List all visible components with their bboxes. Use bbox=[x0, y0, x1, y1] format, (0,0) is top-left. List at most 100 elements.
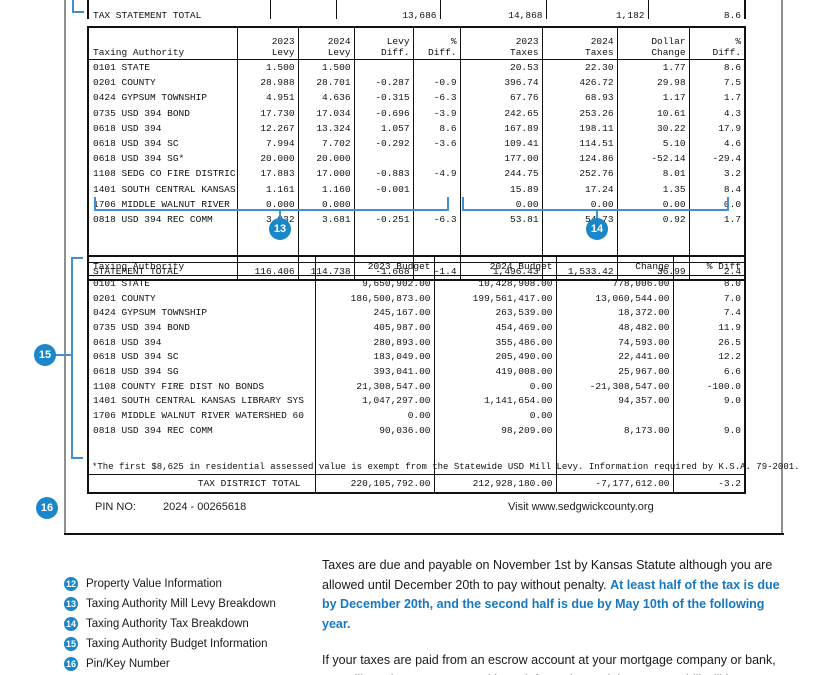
table-row: 0618 USD 394 SG 393,041.00 419,008.00 25,96… bbox=[87, 364, 746, 379]
value-cell: 1.17 bbox=[616, 90, 690, 106]
value-cell: 20.53 bbox=[459, 59, 543, 76]
value-cell: 109.41 bbox=[459, 135, 543, 152]
pin-number: 2024 - 00265618 bbox=[163, 501, 247, 513]
value-cell: 4.636 bbox=[297, 90, 355, 106]
value-cell: 1,047,297.00 bbox=[314, 393, 435, 409]
payment-info-paragraphs: Taxes are due and payable on November 1s… bbox=[322, 556, 794, 675]
table-row: 0618 USD 394 SG* 20.000 20.000 177.00 124.86… bbox=[87, 151, 746, 167]
value-cell: 11.9 bbox=[672, 320, 746, 335]
value-cell: 8.0 bbox=[672, 275, 746, 291]
callout-15-bracket-bottom-hook bbox=[71, 457, 83, 459]
tax-statement-total-table: TAX STATEMENT TOTAL 13,686 14,868 1,182 8.6 bbox=[87, 0, 748, 19]
value-cell: 17.883 bbox=[236, 166, 299, 182]
value-cell: 18,372.00 bbox=[555, 305, 674, 321]
table-row: 0618 USD 394 SC 7.994 7.702 -0.292 -3.6 109.4… bbox=[87, 135, 746, 152]
value-cell: 98,209.00 bbox=[433, 422, 557, 438]
callout-14-bracket bbox=[462, 209, 729, 211]
value-cell: 20.000 bbox=[297, 151, 355, 167]
total-row: TAX DISTRICT TOTAL 220,105,792.00 212,928,… bbox=[87, 473, 746, 493]
value-cell: 74,593.00 bbox=[555, 334, 674, 350]
value-cell bbox=[412, 151, 461, 167]
value-cell: 0.0 bbox=[688, 196, 746, 212]
levy-table-header: Taxing Authority 2023 Levy 2024 Levy Levy D… bbox=[87, 27, 746, 60]
value-cell: -7,177,612.00 bbox=[555, 473, 674, 493]
legend-number-badge: 14 bbox=[64, 617, 78, 631]
legend-item: 16 Pin/Key Number bbox=[64, 654, 276, 674]
table-row: 0618 USD 394 280,893.00 355,486.00 74,593.0… bbox=[87, 334, 746, 350]
value-cell: 0.92 bbox=[616, 211, 690, 228]
callout-14-stem bbox=[596, 211, 598, 220]
value-cell: 167.89 bbox=[459, 120, 543, 136]
callout-14-bracket-right-tick bbox=[727, 197, 729, 211]
legend-label: Taxing Authority Mill Levy Breakdown bbox=[86, 598, 276, 610]
legend-number-badge: 12 bbox=[64, 577, 78, 591]
row-label: 0618 USD 394 SC bbox=[87, 349, 316, 365]
value-cell: 1.77 bbox=[616, 59, 690, 76]
value-cell: 220,105,792.00 bbox=[314, 473, 435, 493]
page-left-border bbox=[64, 0, 66, 535]
callout-12-bracket-hook bbox=[72, 11, 84, 13]
row-label: 1706 MIDDLE WALNUT RIVER WATERSHED 60 bbox=[87, 408, 316, 423]
value-cell: 14,868 bbox=[439, 7, 547, 19]
value-cell bbox=[353, 151, 414, 167]
callout-13-bracket bbox=[94, 209, 449, 211]
column-header: Taxing Authority bbox=[87, 256, 316, 276]
row-label: 0101 STATE bbox=[87, 59, 238, 76]
value-cell: -0.287 bbox=[353, 75, 414, 91]
value-cell: 9.0 bbox=[672, 422, 746, 438]
value-cell: -3.2 bbox=[672, 473, 746, 493]
value-cell: 8.6 bbox=[647, 7, 746, 19]
legend-item: 13 Taxing Authority Mill Levy Breakdown bbox=[64, 594, 276, 614]
value-cell: 280,893.00 bbox=[314, 334, 435, 350]
value-cell: 13.324 bbox=[297, 120, 355, 136]
table-row: 1108 SEDG CO FIRE DISTRIC 17.883 17.000 -0.… bbox=[87, 166, 746, 182]
value-cell bbox=[412, 181, 461, 197]
total-row: TAX STATEMENT TOTAL 13,686 14,868 1,182 8.6 bbox=[87, 7, 746, 19]
row-label: 0618 USD 394 SC bbox=[87, 135, 238, 152]
value-cell bbox=[314, 437, 435, 475]
page-bottom-border bbox=[64, 533, 784, 535]
value-cell bbox=[555, 408, 674, 423]
row-label: 0735 USD 394 BOND bbox=[87, 320, 316, 335]
value-cell: 4.6 bbox=[688, 135, 746, 152]
row-label bbox=[87, 437, 316, 475]
row-label: 1108 SEDG CO FIRE DISTRIC bbox=[87, 166, 238, 182]
row-label: 0618 USD 394 bbox=[87, 120, 238, 136]
legend-label: Pin/Key Number bbox=[86, 658, 170, 670]
column-header: % Diff. bbox=[412, 27, 461, 60]
row-label: 0735 USD 394 BOND bbox=[87, 105, 238, 121]
half-payment-highlight: At least half of the tax is due by Decem… bbox=[322, 577, 780, 631]
value-cell: -0.696 bbox=[353, 105, 414, 121]
callout-14-bracket-left-tick bbox=[462, 197, 464, 211]
pin-label: PIN NO: bbox=[95, 501, 136, 513]
value-cell: 48,482.00 bbox=[555, 320, 674, 335]
value-cell: 244.75 bbox=[459, 166, 543, 182]
column-header: Change bbox=[555, 256, 674, 276]
column-header: % Diff. bbox=[688, 27, 746, 60]
value-cell: 22,441.00 bbox=[555, 349, 674, 365]
value-cell: 419,008.00 bbox=[433, 364, 557, 379]
value-cell: 1.161 bbox=[236, 181, 299, 197]
legend-number-badge: 16 bbox=[64, 657, 78, 671]
value-cell: 90,036.00 bbox=[314, 422, 435, 438]
value-cell bbox=[335, 0, 441, 7]
column-header: Dollar Change bbox=[616, 27, 690, 60]
value-cell bbox=[412, 59, 461, 76]
value-cell: 124.86 bbox=[541, 151, 618, 167]
value-cell: 177.00 bbox=[459, 151, 543, 167]
value-cell: 199,561,417.00 bbox=[433, 290, 557, 306]
spacer-row bbox=[87, 437, 746, 475]
value-cell: -100.0 bbox=[672, 378, 746, 394]
row-label: 0201 COUNTY bbox=[87, 75, 238, 91]
table-row: 0818 USD 394 REC COMM3.9323.681-0.251-6.… bbox=[87, 211, 746, 228]
column-header: 2023 Taxes bbox=[459, 27, 543, 60]
value-cell: -29.4 bbox=[688, 151, 746, 167]
value-cell: 8.4 bbox=[688, 181, 746, 197]
value-cell: 7.0 bbox=[672, 290, 746, 306]
value-cell: 393,041.00 bbox=[314, 364, 435, 379]
value-cell: 15.89 bbox=[459, 181, 543, 197]
value-cell: 21,308,547.00 bbox=[314, 378, 435, 394]
callout-15-bracket bbox=[71, 257, 73, 459]
value-cell: 114.51 bbox=[541, 135, 618, 152]
value-cell: -0.315 bbox=[353, 90, 414, 106]
